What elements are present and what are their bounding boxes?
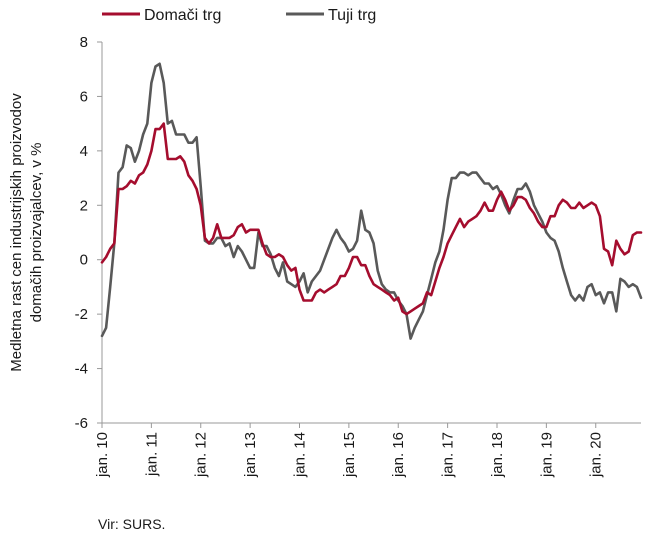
legend: Domači trg Tuji trg bbox=[102, 7, 376, 24]
y-axis-label: Medletna rast cen industrijskih proizvod… bbox=[8, 93, 25, 372]
series-layer bbox=[100, 62, 643, 340]
x-tick-label: jan. 10 bbox=[94, 432, 111, 478]
x-tick-label: jan. 16 bbox=[390, 432, 407, 478]
y-tick-label: 0 bbox=[80, 252, 88, 269]
y-tick-label: 8 bbox=[80, 34, 88, 51]
source-note: Vir: SURS. bbox=[98, 516, 166, 532]
series-line-domaci-trg bbox=[100, 122, 643, 316]
x-tick-label: jan. 11 bbox=[143, 432, 160, 477]
x-tick-label: jan. 13 bbox=[242, 432, 259, 478]
x-tick-label: jan. 20 bbox=[588, 432, 605, 478]
y-tick-label: -6 bbox=[75, 415, 88, 432]
y-tick-label: 4 bbox=[80, 143, 88, 160]
axes: -6 -4 -2 0 2 4 6 8 jan. 10 jan. 11 jan. 12 jan. 13 j… bbox=[8, 34, 641, 478]
y-axis-label: domačih proizvajalcev, v % bbox=[28, 143, 45, 323]
y-tick-label: -4 bbox=[75, 361, 88, 378]
x-tick-label: jan. 14 bbox=[291, 432, 308, 478]
x-tick-label: jan. 15 bbox=[341, 432, 358, 478]
x-tick-label: jan. 17 bbox=[440, 432, 457, 478]
x-tick-label: jan. 19 bbox=[538, 432, 555, 478]
y-tick-label: 6 bbox=[80, 88, 88, 105]
legend-label: Tuji trg bbox=[328, 7, 376, 24]
y-tick-label: -2 bbox=[75, 306, 88, 323]
x-tick-label: jan. 12 bbox=[193, 432, 210, 478]
y-tick-label: 2 bbox=[80, 197, 88, 214]
series-line-tuji-trg bbox=[100, 62, 643, 340]
x-tick-label: jan. 18 bbox=[489, 432, 506, 478]
legend-label: Domači trg bbox=[144, 7, 221, 24]
